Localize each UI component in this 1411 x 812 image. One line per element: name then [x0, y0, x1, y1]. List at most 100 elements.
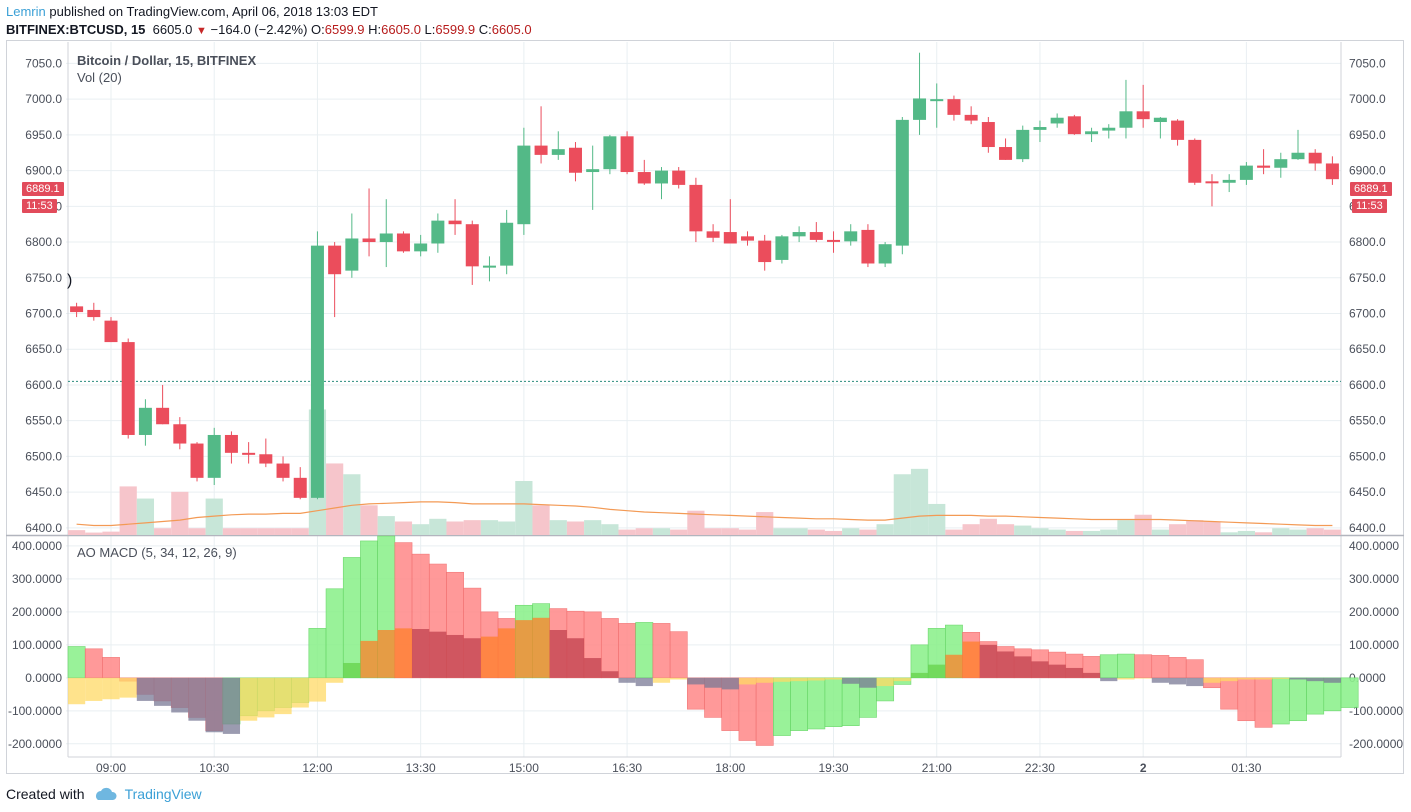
down-arrow-icon: ▼ [196, 25, 207, 37]
macd-bar [670, 677, 688, 680]
volume-bar [377, 516, 395, 535]
volume-bar [1117, 520, 1135, 535]
macd-bar [962, 641, 980, 678]
candle-body [809, 232, 823, 240]
x-tick-label: 15:00 [509, 761, 539, 775]
volume-bar [1272, 528, 1290, 535]
ao-axis-label: 100.0000 [1349, 638, 1399, 652]
footer: Created with TradingView [6, 786, 202, 802]
volume-bar [291, 528, 309, 535]
candle-body [930, 99, 944, 102]
macd-bar [876, 677, 894, 687]
volume-bar [360, 505, 378, 535]
price-axis-label: 6800.0 [1349, 235, 1386, 249]
candle-body [706, 231, 720, 238]
volume-bar [601, 524, 619, 535]
macd-bar [773, 677, 791, 682]
volume-bar [1048, 529, 1066, 535]
volume-bar [1289, 529, 1307, 535]
macd-bar [480, 636, 499, 678]
published-text: published on TradingView.com, April 06, … [49, 4, 378, 19]
volume-bar [756, 512, 774, 535]
candle-body [328, 245, 342, 275]
x-tick-label: 12:00 [302, 761, 332, 775]
high-label: H: [368, 22, 382, 37]
ao-bar [652, 623, 671, 679]
volume-bar [670, 529, 688, 535]
macd-bar [721, 677, 739, 690]
macd-bar [360, 640, 378, 678]
volume-bar [274, 528, 292, 535]
ao-bar [824, 677, 843, 727]
x-tick-label: 09:00 [96, 761, 126, 775]
ao-axis-label: 300.0000 [1349, 572, 1399, 586]
created-with-text: Created with [6, 786, 85, 802]
ao-bar [1289, 677, 1307, 722]
x-tick-label: 2 [1140, 761, 1147, 775]
macd-bar [394, 628, 413, 678]
macd-bar [996, 651, 1015, 678]
ao-axis-label-left: 400.0000 [12, 539, 62, 553]
volume-bar [102, 531, 120, 535]
volume-bar [1065, 530, 1083, 535]
volume-bar [119, 486, 137, 535]
tradingview-link[interactable]: TradingView [124, 786, 202, 802]
ao-bar [325, 588, 344, 679]
volume-bar [910, 468, 929, 535]
volume-bar [635, 528, 653, 535]
low-label: L: [424, 22, 436, 37]
candle-body [310, 245, 324, 498]
volume-bar [154, 528, 172, 535]
ao-pane-title: AO MACD (5, 34, 12, 26, 9) [77, 545, 237, 560]
candle-body [1119, 111, 1133, 128]
volume-bar [515, 481, 533, 535]
candle-body [1188, 139, 1202, 183]
candle-body [792, 232, 806, 237]
candle-body [551, 149, 565, 155]
macd-bar [515, 620, 533, 678]
macd-bar [1272, 677, 1290, 679]
macd-bar [446, 634, 464, 678]
macd-bar [928, 664, 946, 678]
candle-body [517, 145, 531, 225]
price-axis-label: 6550.0 [1349, 414, 1386, 428]
ao-bar [807, 677, 826, 730]
candle-body [1291, 152, 1305, 160]
macd-bar [377, 630, 395, 678]
volume-bar [429, 518, 447, 535]
candle-body [207, 434, 221, 478]
candle-body [758, 240, 772, 263]
volume-bar [1151, 529, 1169, 535]
macd-bar [532, 617, 550, 678]
macd-bar [240, 677, 258, 721]
candle-body [723, 232, 737, 244]
macd-bar [893, 677, 911, 682]
macd-bar [618, 677, 636, 683]
macd-bar [326, 677, 344, 683]
candle-body [586, 169, 600, 173]
last-price: 6605.0 [152, 22, 193, 37]
macd-bar [738, 677, 757, 685]
ao-axis-label-left: 0.0000 [25, 671, 62, 685]
price-axis-label-left: 6450.0 [25, 485, 62, 499]
volume-bar [807, 529, 825, 535]
price-tag-right: 6889.1 [1350, 182, 1392, 196]
price-axis-label-left: 6400.0 [25, 521, 62, 535]
price-axis-label: 6400.0 [1349, 521, 1386, 535]
author-link[interactable]: Lemrin [6, 4, 46, 19]
tradingview-cloud-icon [95, 787, 117, 800]
volume-bar [584, 520, 602, 535]
ao-bar [1271, 677, 1290, 725]
macd-bar [1100, 677, 1118, 682]
price-axis-label: 6950.0 [1349, 128, 1386, 142]
macd-bar [1031, 661, 1049, 678]
ao-bar [1185, 659, 1204, 679]
symbol-label: BITFINEX:BTCUSD, 15 [6, 22, 146, 37]
volume-bar [446, 521, 464, 535]
ao-bar [773, 677, 791, 736]
volume-bar [240, 528, 258, 535]
ao-axis-label-left: 300.0000 [12, 572, 62, 586]
macd-bar [498, 628, 516, 678]
candle-body [1274, 159, 1288, 168]
